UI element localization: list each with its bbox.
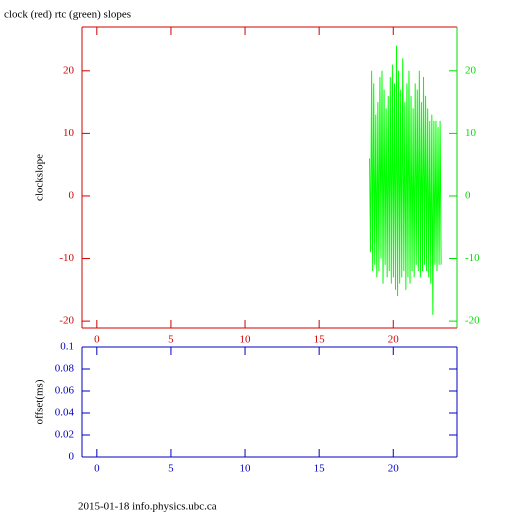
y2-tick-label: -20 [465,315,480,327]
x-tick-label: 10 [240,334,252,346]
y2-tick-label: 10 [465,127,477,139]
y2-tick-label: -10 [465,252,480,264]
y2-tick-label: 20 [465,64,477,76]
chart-title: clock (red) rtc (green) slopes [4,9,131,21]
y-tick-label: 0.02 [55,429,74,441]
x-tick-label: 15 [314,334,326,346]
y-tick-label: 0.1 [60,341,74,353]
y-tick-label: 0.04 [55,407,75,419]
x-tick-label: 20 [388,463,400,475]
data-line [369,45,442,315]
x-tick-label: 5 [168,334,174,346]
x-tick-label: 10 [240,463,252,475]
y-tick-label: -20 [59,315,74,327]
y-tick-label: 0 [69,451,75,463]
x-tick-label: 5 [168,463,174,475]
x-tick-label: 0 [94,463,100,475]
x-tick-label: 0 [94,334,100,346]
y-tick-label: 20 [63,64,75,76]
y-axis-label: offset(ms) [34,379,46,424]
y2-tick-label: 0 [465,189,471,201]
y-axis-label: clockslope [34,154,46,201]
x-tick-label: 20 [388,334,400,346]
y-tick-label: 0 [69,189,75,201]
y-tick-label: 10 [63,127,75,139]
y-tick-label: 0.08 [55,363,75,375]
y-tick-label: 0.06 [55,385,75,397]
x-tick-label: 15 [314,463,326,475]
y-tick-label: -10 [59,252,74,264]
footer: 2015-01-18 info.physics.ubc.ca [78,501,217,512]
